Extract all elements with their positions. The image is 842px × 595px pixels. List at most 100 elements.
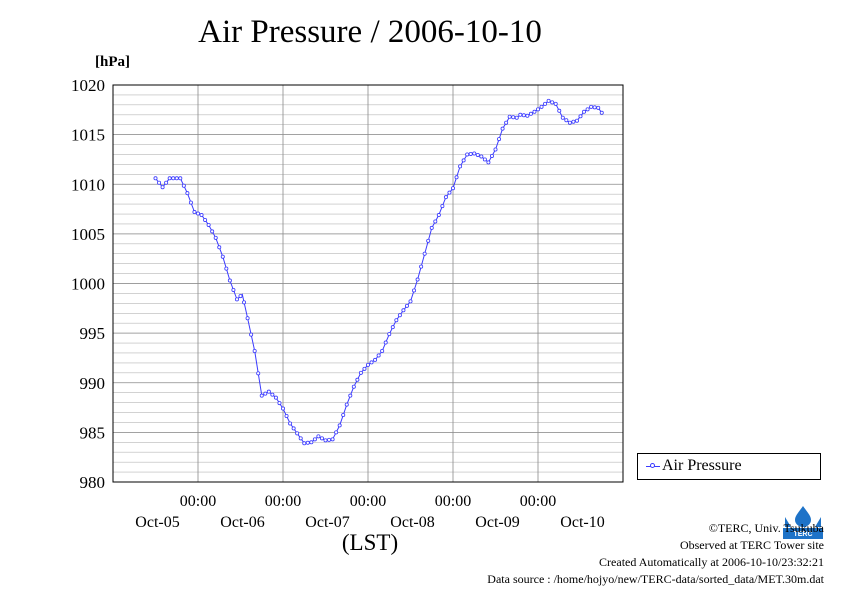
data-point [316, 434, 321, 439]
credit-created: Created Automatically at 2006-10-10/23:3… [599, 555, 824, 569]
data-point [514, 115, 519, 120]
data-point [344, 402, 349, 407]
data-point [348, 393, 353, 398]
credit-copyright: ©TERC, Univ. Tsukuba [708, 521, 824, 535]
x-tick-date-label: Oct-07 [305, 514, 349, 531]
series-line [155, 100, 603, 444]
data-point [550, 100, 555, 105]
data-point [327, 437, 332, 442]
data-point [557, 108, 562, 113]
data-point [574, 118, 579, 123]
data-point [528, 111, 533, 116]
chart-title: Air Pressure / 2006-10-10 [198, 14, 542, 50]
data-point [259, 393, 264, 398]
data-point [302, 441, 307, 446]
x-tick-time-label: 00:00 [520, 493, 556, 510]
x-tick-time-label: 00:00 [435, 493, 471, 510]
data-point [376, 353, 381, 358]
data-point [234, 297, 239, 302]
data-point [245, 316, 250, 321]
data-point [312, 437, 317, 442]
data-point [489, 153, 494, 158]
y-axis-unit: [hPa] [95, 54, 130, 70]
data-point [309, 440, 314, 445]
x-tick-date-label: Oct-05 [135, 514, 179, 531]
data-point [167, 176, 172, 181]
data-point [532, 109, 537, 114]
data-point [380, 348, 385, 353]
data-point [546, 98, 551, 103]
data-point [227, 278, 232, 283]
data-point [599, 110, 604, 115]
x-tick-date-label: Oct-06 [220, 514, 264, 531]
data-point [429, 225, 434, 230]
data-point [390, 325, 395, 330]
data-point [571, 119, 576, 124]
data-point [493, 147, 498, 152]
data-point [472, 151, 477, 156]
x-tick-time-label: 00:00 [180, 493, 216, 510]
x-axis-label: (LST) [341, 530, 399, 555]
data-point [500, 126, 505, 131]
y-tick-label: 1010 [71, 175, 105, 194]
data-point [507, 114, 512, 119]
data-point [220, 254, 225, 259]
data-point [468, 151, 473, 156]
data-point [337, 423, 342, 428]
data-point [203, 217, 208, 222]
data-point [160, 185, 165, 190]
data-point [567, 120, 572, 125]
data-point [295, 431, 300, 436]
data-point [433, 219, 438, 224]
data-point [475, 152, 480, 157]
y-tick-label: 995 [80, 324, 106, 343]
data-point [231, 287, 236, 292]
data-point [553, 101, 558, 106]
y-tick-label: 1005 [71, 225, 105, 244]
data-point [298, 436, 303, 441]
data-point [560, 115, 565, 120]
data-point [511, 115, 516, 120]
data-point [397, 313, 402, 318]
data-point [341, 413, 346, 418]
data-point [284, 413, 289, 418]
data-point [270, 392, 275, 397]
data-point [195, 211, 200, 216]
data-point [387, 332, 392, 337]
data-point [199, 213, 204, 218]
data-point [249, 332, 254, 337]
data-point [157, 180, 162, 185]
data-point [518, 112, 523, 117]
data-point [578, 114, 583, 119]
data-point [401, 308, 406, 313]
data-point [536, 107, 541, 112]
data-point [238, 294, 243, 299]
data-point [539, 104, 544, 109]
x-tick-time-label: 00:00 [350, 493, 386, 510]
credit-data-source: Data source : /home/hojyo/new/TERC-data/… [487, 572, 824, 586]
data-point [288, 421, 293, 426]
data-point [174, 176, 179, 181]
data-point [454, 175, 459, 180]
data-point [394, 318, 399, 323]
data-point [419, 264, 424, 269]
data-point [358, 370, 363, 375]
data-point [188, 200, 193, 205]
data-point [436, 213, 441, 218]
data-point [443, 195, 448, 200]
y-tick-label: 1015 [71, 126, 105, 145]
data-point [206, 222, 211, 227]
data-point [256, 371, 261, 376]
data-point [263, 391, 268, 396]
data-point [450, 186, 455, 191]
data-point [362, 366, 367, 371]
data-point [458, 164, 463, 169]
data-point [178, 176, 183, 181]
legend-marker-icon [650, 463, 655, 468]
data-point [181, 183, 186, 188]
data-point [440, 204, 445, 209]
data-point [521, 113, 526, 118]
data-point [213, 235, 218, 240]
data-point [486, 160, 491, 165]
